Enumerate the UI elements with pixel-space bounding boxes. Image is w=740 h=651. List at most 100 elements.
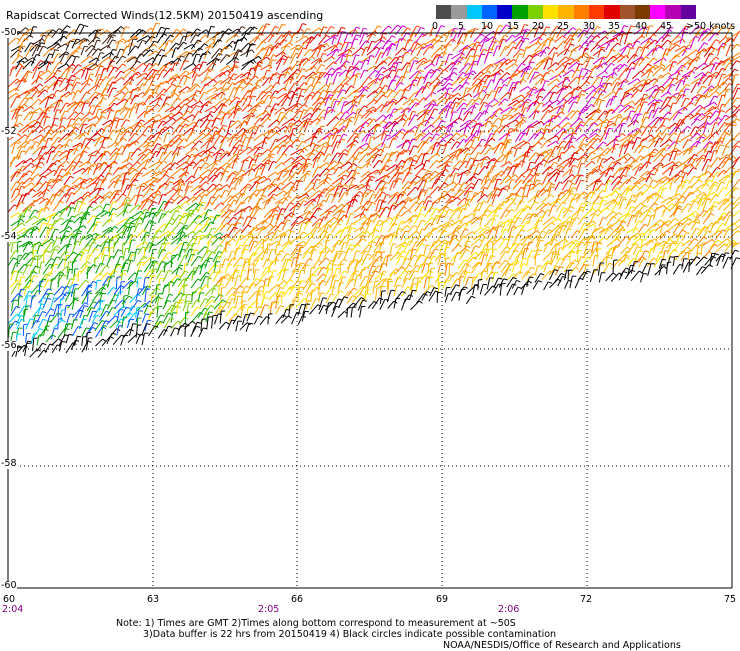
wind-barb-flag <box>225 171 229 172</box>
wind-barb <box>275 163 282 169</box>
wind-barb-flag <box>130 158 133 161</box>
wind-barb <box>54 36 64 44</box>
wind-barb-flag <box>483 49 487 50</box>
wind-barb-flag <box>194 162 197 165</box>
wind-barb-flag <box>275 26 279 27</box>
wind-barb-flag <box>562 64 565 66</box>
wind-barb-flag <box>199 141 202 143</box>
wind-barb <box>270 82 276 91</box>
wind-barb-flag <box>415 57 418 59</box>
wind-barb <box>303 188 313 195</box>
wind-barb-flag <box>397 25 400 27</box>
wind-barb <box>200 163 205 170</box>
wind-barb <box>527 87 535 94</box>
wind-barb <box>732 109 739 118</box>
wind-barb <box>718 188 724 196</box>
wind-barb-flag <box>284 117 288 119</box>
wind-barb <box>260 178 268 183</box>
wind-barb-flag <box>159 115 162 118</box>
wind-barb-flag <box>163 161 166 163</box>
wind-barb-flag <box>60 165 64 166</box>
wind-barb <box>289 94 294 106</box>
wind-barb <box>177 99 187 107</box>
wind-barb <box>193 133 203 141</box>
wind-barb-flag <box>679 185 683 186</box>
wind-barb-flag <box>100 66 104 67</box>
wind-barb-flag <box>123 138 126 140</box>
wind-barb-flag <box>422 190 426 191</box>
wind-barb <box>220 55 226 63</box>
wind-barb-flag <box>704 63 707 66</box>
wind-barb-flag <box>380 74 384 75</box>
wind-barb <box>408 33 413 42</box>
wind-barb <box>414 163 422 169</box>
wind-barb-flag <box>653 127 657 128</box>
wind-barb <box>718 115 725 125</box>
wind-barb-flag <box>693 168 697 170</box>
wind-barb-flag <box>329 95 333 96</box>
wind-barb-flag <box>573 50 577 51</box>
wind-barb-flag <box>581 148 584 151</box>
wind-barb-flag <box>203 62 207 63</box>
wind-barb-flag <box>308 163 312 164</box>
wind-barb-flag <box>294 73 298 74</box>
wind-barb-flag <box>173 118 176 121</box>
wind-barb-flag <box>32 183 35 186</box>
wind-barb-flag <box>421 28 425 30</box>
wind-barb <box>547 136 556 141</box>
wind-barb <box>24 112 31 121</box>
wind-barb-flag <box>603 159 607 160</box>
wind-barb-flag <box>49 54 53 55</box>
wind-barb-flag <box>43 35 47 36</box>
wind-barb-flag <box>625 93 629 94</box>
wind-barb-flag <box>554 162 557 164</box>
wind-barb-flag <box>631 157 634 159</box>
wind-barb <box>725 106 734 113</box>
wind-barb-flag <box>217 160 221 161</box>
wind-barb-flag <box>523 120 526 123</box>
wind-barb-flag <box>375 70 378 72</box>
wind-barb <box>219 185 227 191</box>
wind-barb-flag <box>574 102 578 103</box>
wind-barb-flag <box>489 172 493 173</box>
wind-barb-flag <box>528 86 531 89</box>
wind-barb <box>604 91 614 98</box>
wind-barb-flag <box>76 39 80 40</box>
wind-barb <box>724 98 730 107</box>
wind-barb-flag <box>636 185 639 188</box>
wind-barb-flag <box>614 73 617 76</box>
wind-barb <box>698 75 703 86</box>
wind-barb-flag <box>343 175 347 176</box>
wind-barb-flag <box>326 35 329 37</box>
wind-barb <box>64 176 70 185</box>
wind-barb-flag <box>319 128 323 129</box>
wind-barb <box>32 126 40 133</box>
wind-barb-flag <box>417 176 420 178</box>
wind-barb <box>297 141 303 149</box>
wind-barb-flag <box>632 177 636 179</box>
wind-barb-flag <box>346 112 350 114</box>
wind-barb-flag <box>103 116 106 118</box>
wind-barb <box>100 57 109 64</box>
wind-barb <box>103 173 108 183</box>
wind-barb-flag <box>72 55 76 57</box>
wind-barb-flag <box>714 151 718 152</box>
wind-barb <box>66 30 74 38</box>
wind-barb-flag <box>86 138 90 139</box>
wind-barb-flag <box>551 70 554 73</box>
wind-barb-flag <box>478 79 481 81</box>
wind-barb-flag <box>307 171 311 172</box>
wind-barb <box>155 83 160 94</box>
wind-barb-flag <box>248 184 251 186</box>
wind-barb-flag <box>125 179 129 180</box>
wind-barb-flag <box>40 126 43 128</box>
wind-barb-flag <box>97 37 100 39</box>
wind-barb-flag <box>286 46 290 47</box>
wind-barb-flag <box>449 88 453 89</box>
wind-barb-flag <box>365 60 369 61</box>
wind-barb <box>113 168 118 175</box>
wind-barb-flag <box>525 73 529 74</box>
wind-barb-flag <box>408 40 412 41</box>
wind-barb-flag <box>526 47 530 48</box>
wind-barb <box>649 141 655 148</box>
